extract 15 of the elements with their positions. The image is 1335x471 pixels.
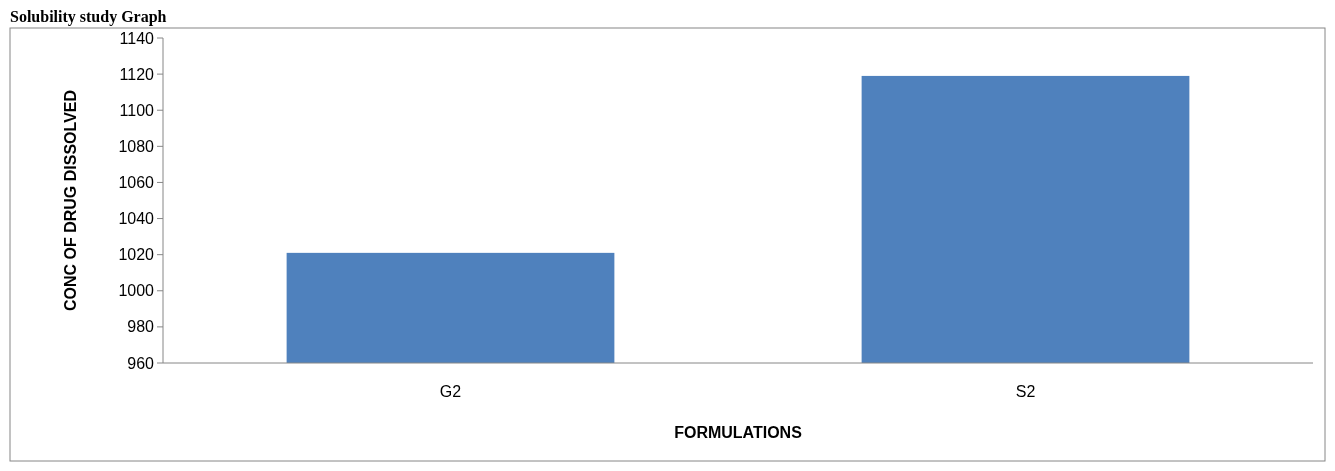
- y-tick-label: 980: [127, 318, 155, 336]
- x-axis-title: FORMULATIONS: [674, 424, 803, 441]
- y-tick-label: 1100: [119, 101, 155, 119]
- y-axis-title: CONC OF DRUG DISSOLVED: [62, 89, 79, 312]
- x-tick-label: G2: [439, 383, 462, 400]
- y-tick-label: 1080: [118, 137, 155, 155]
- chart-title: Solubility study Graph: [10, 8, 167, 26]
- x-tick-label: S2: [1015, 383, 1036, 400]
- y-tick-label: 1120: [119, 65, 155, 83]
- y-tick-label: 1000: [118, 282, 155, 300]
- y-tick-label: 1140: [119, 29, 155, 47]
- y-tick-label: 1020: [118, 246, 155, 264]
- y-tick-label: 960: [127, 354, 155, 372]
- y-tick-label: 1060: [118, 174, 155, 192]
- y-tick-label: 1040: [118, 210, 155, 228]
